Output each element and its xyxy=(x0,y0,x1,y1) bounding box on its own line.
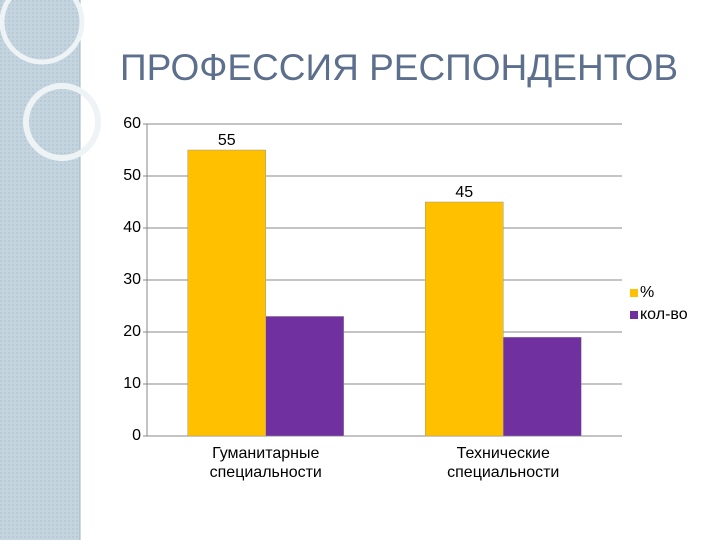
bar xyxy=(503,336,582,437)
legend-swatch xyxy=(630,289,638,297)
legend-label: кол-во xyxy=(640,306,688,323)
y-tick-label: 60 xyxy=(123,115,141,132)
chart: 0 10 20 30 40 50 60 Гуманитарные специальности 55… xyxy=(123,115,688,481)
bar xyxy=(187,149,266,437)
bar xyxy=(425,201,504,437)
y-tick-label: 0 xyxy=(132,427,141,444)
bar xyxy=(265,316,344,437)
legend-swatch xyxy=(630,311,638,319)
decor-circle xyxy=(23,83,101,161)
x-tick-label: Гуманитарные специальности xyxy=(210,445,322,481)
x-tick-label: Технические специальности xyxy=(447,445,559,481)
y-tick-label: 30 xyxy=(123,271,141,288)
y-tick-label: 20 xyxy=(123,323,141,340)
y-tick-label: 40 xyxy=(123,219,141,236)
side-strip xyxy=(0,0,80,540)
legend-label: % xyxy=(640,284,654,301)
value-label: 55 xyxy=(218,132,236,149)
decor-circle xyxy=(0,0,85,65)
y-tick-label: 50 xyxy=(123,167,141,184)
y-tick-label: 10 xyxy=(123,375,141,392)
slide-title: ПРОФЕССИЯ РЕСПОНДЕНТОВ xyxy=(120,47,678,88)
value-label: 45 xyxy=(455,184,473,201)
